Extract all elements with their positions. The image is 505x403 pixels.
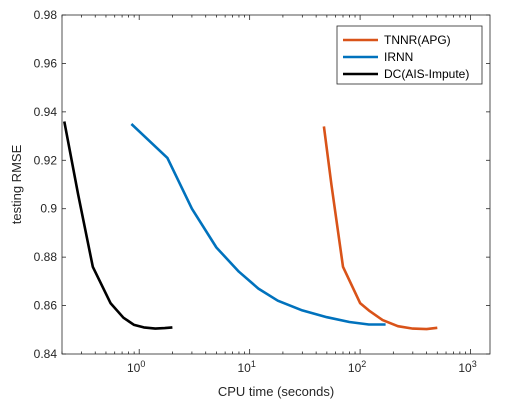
x-tick-base: 10 [348, 361, 362, 375]
x-tick-exponent: 1 [251, 359, 256, 369]
x-tick-base: 10 [127, 361, 141, 375]
legend-entry-label: DC(AIS-Impute) [384, 67, 469, 81]
y-tick-label: 0.88 [34, 250, 58, 264]
series-lines [63, 121, 438, 331]
x-tick-base: 10 [458, 361, 472, 375]
x-tick-label: 101 [237, 359, 255, 375]
y-tick-label: 0.98 [34, 8, 58, 22]
series-line-3 [63, 121, 173, 330]
x-tick-base: 10 [237, 361, 251, 375]
y-tick-label: 0.84 [34, 347, 58, 361]
legend: TNNR(APG) IRNN DC(AIS-Impute) [336, 25, 483, 85]
y-tick-label: 0.96 [34, 56, 58, 70]
y-axis-ticks: 0.84 0.86 0.88 0.9 0.92 0.94 0.96 0.98 [34, 8, 490, 361]
series-line-2 [130, 123, 386, 326]
x-tick-exponent: 3 [472, 359, 477, 369]
x-axis-label: CPU time (seconds) [218, 384, 334, 399]
y-tick-label: 0.86 [34, 299, 58, 313]
x-tick-label: 103 [458, 359, 476, 375]
plot-frame [61, 14, 491, 355]
x-tick-label: 100 [127, 359, 145, 375]
y-axis-label: testing RMSE [9, 144, 24, 224]
y-tick-label: 0.92 [34, 153, 58, 167]
y-tick-label: 0.94 [34, 105, 58, 119]
y-tick-label: 0.9 [40, 202, 57, 216]
x-tick-label: 102 [348, 359, 366, 375]
x-tick-exponent: 2 [361, 359, 366, 369]
legend-entry-label: TNNR(APG) [384, 33, 451, 47]
legend-entry-label: IRNN [384, 50, 413, 64]
x-tick-exponent: 0 [140, 359, 145, 369]
series-line-1 [322, 126, 438, 331]
x-axis-ticks: 100 101 102 103 [61, 15, 477, 375]
